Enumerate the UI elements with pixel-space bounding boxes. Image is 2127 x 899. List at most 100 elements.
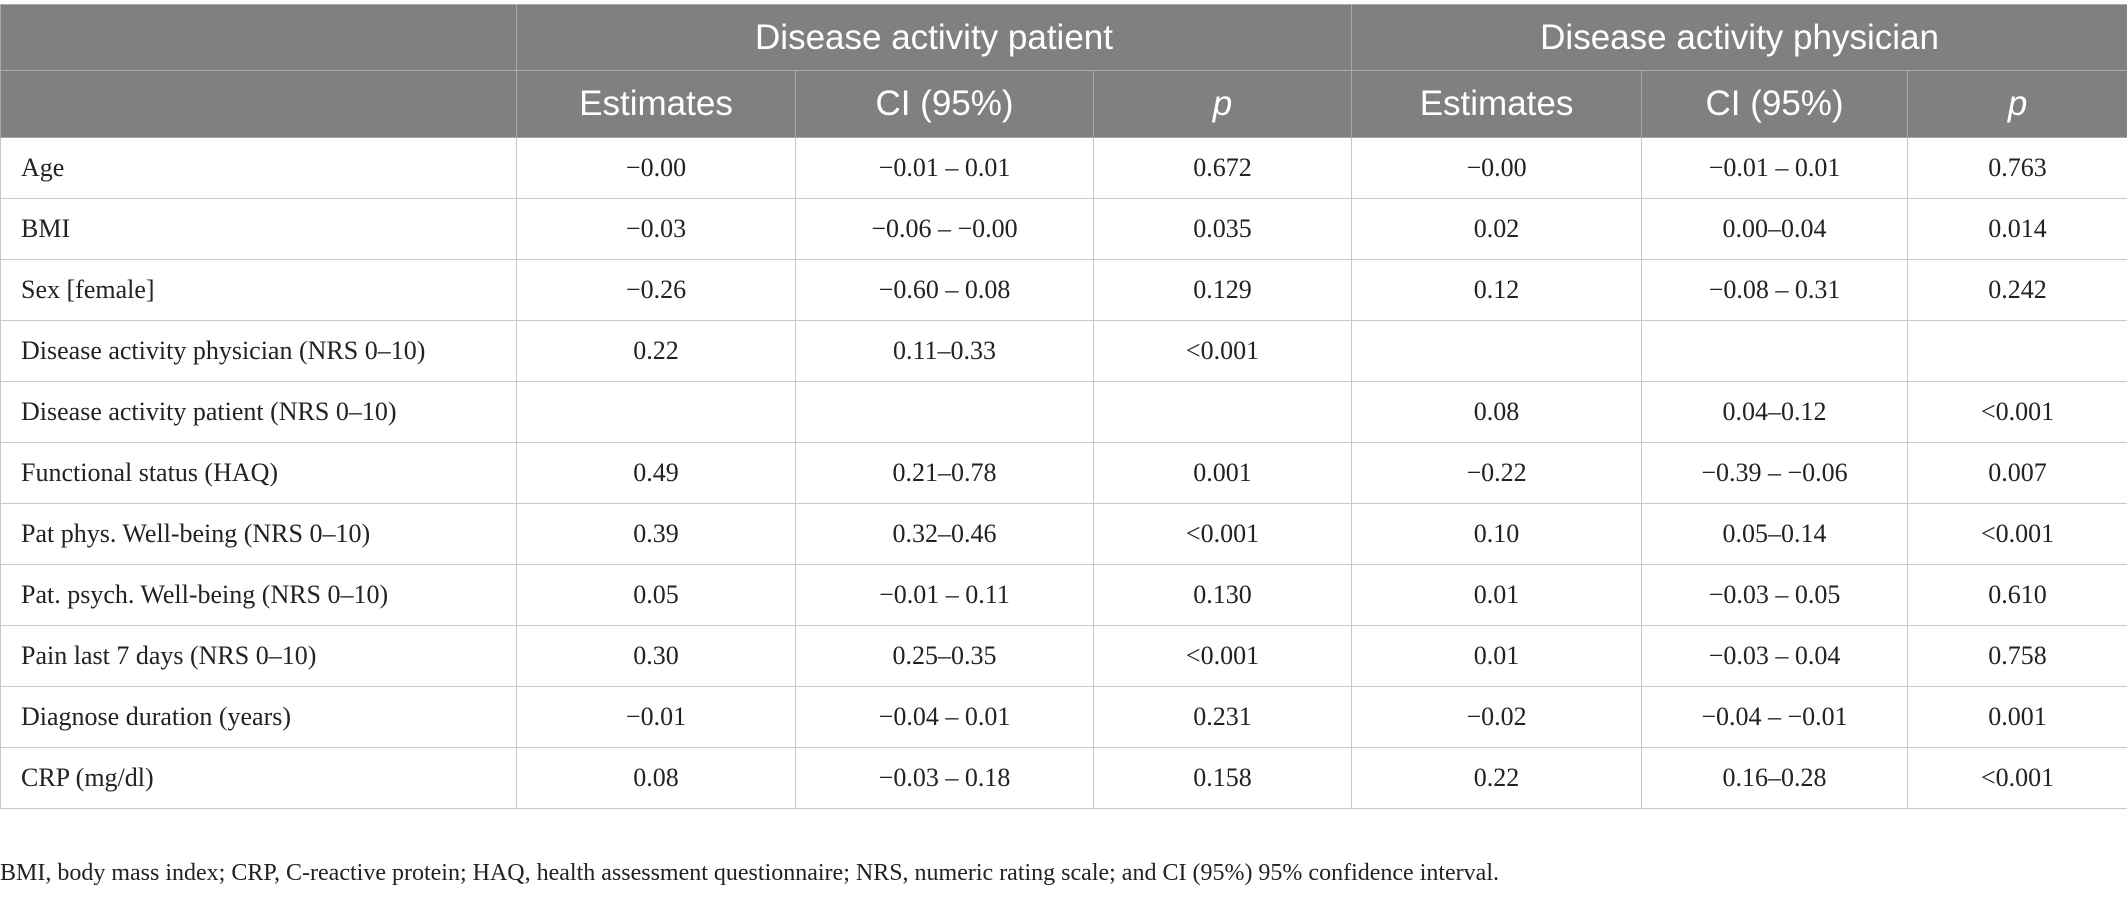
cell-estimate-patient: 0.49: [516, 442, 796, 504]
cell-ci-patient: −0.60 – 0.08: [795, 259, 1094, 321]
column-header-row: Estimates CI (95%) p Estimates CI (95%) …: [0, 70, 2127, 138]
cell-p-physician: <0.001: [1907, 503, 2127, 565]
cell-estimate-physician: [1351, 320, 1643, 382]
table-row: CRP (mg/dl) 0.08 −0.03 – 0.18 0.158 0.22 0.16…: [0, 747, 2127, 809]
column-header-ci-physician: CI (95%): [1641, 70, 1909, 138]
cell-estimate-physician: −0.22: [1351, 442, 1643, 504]
row-label: Pat. psych. Well-being (NRS 0–10): [0, 564, 517, 626]
cell-estimate-patient: −0.26: [516, 259, 796, 321]
cell-ci-patient: −0.06 – −0.00: [795, 198, 1094, 260]
cell-estimate-physician: 0.12: [1351, 259, 1643, 321]
cell-ci-physician: 0.04–0.12: [1641, 381, 1909, 443]
cell-p-patient: 0.129: [1092, 259, 1353, 321]
cell-estimate-physician: −0.00: [1351, 137, 1643, 199]
table-row: BMI −0.03 −0.06 – −0.00 0.035 0.02 0.00–0.04 0…: [0, 198, 2127, 260]
cell-p-physician: 0.758: [1907, 625, 2127, 687]
cell-estimate-patient: 0.05: [516, 564, 796, 626]
row-label: Diagnose duration (years): [0, 686, 517, 748]
cell-p-patient: 0.130: [1092, 564, 1353, 626]
cell-ci-patient: 0.32–0.46: [795, 503, 1094, 565]
row-label: Disease activity patient (NRS 0–10): [0, 381, 517, 443]
cell-ci-physician: −0.03 – 0.04: [1641, 625, 1909, 687]
cell-ci-patient: [795, 381, 1094, 443]
table-row: Pain last 7 days (NRS 0–10) 0.30 0.25–0.35…: [0, 625, 2127, 687]
cell-estimate-physician: 0.08: [1351, 381, 1643, 443]
cell-estimate-patient: [516, 381, 796, 443]
cell-estimate-patient: 0.22: [516, 320, 796, 382]
column-header-estimates-physician: Estimates: [1351, 70, 1643, 138]
cell-p-patient: <0.001: [1092, 625, 1353, 687]
cell-p-patient: 0.231: [1092, 686, 1353, 748]
cell-ci-physician: −0.03 – 0.05: [1641, 564, 1909, 626]
row-label: BMI: [0, 198, 517, 260]
group-header-empty: [0, 4, 517, 71]
cell-estimate-physician: 0.10: [1351, 503, 1643, 565]
cell-estimate-patient: 0.39: [516, 503, 796, 565]
cell-p-patient: 0.001: [1092, 442, 1353, 504]
cell-p-patient: 0.035: [1092, 198, 1353, 260]
cell-estimate-patient: 0.30: [516, 625, 796, 687]
cell-estimate-patient: −0.01: [516, 686, 796, 748]
cell-p-physician: [1907, 320, 2127, 382]
table-body: Age −0.00 −0.01 – 0.01 0.672 −0.00 −0.01 – 0.…: [0, 137, 2127, 809]
group-header-patient: Disease activity patient: [515, 4, 1353, 71]
cell-p-patient: 0.672: [1092, 137, 1353, 199]
cell-ci-physician: [1641, 320, 1909, 382]
cell-p-patient: <0.001: [1092, 320, 1353, 382]
table-row: Pat phys. Well-being (NRS 0–10) 0.39 0.32–…: [0, 503, 2127, 565]
table-row: Age −0.00 −0.01 – 0.01 0.672 −0.00 −0.01 – 0.…: [0, 137, 2127, 199]
group-header-row: Disease activity patient Disease activit…: [0, 4, 2127, 71]
table-header: Disease activity patient Disease activit…: [0, 4, 2127, 138]
cell-p-physician: <0.001: [1907, 381, 2127, 443]
cell-p-physician: 0.610: [1907, 564, 2127, 626]
cell-estimate-patient: −0.00: [516, 137, 796, 199]
column-header-p-physician: p: [1907, 70, 2127, 138]
table-row: Disease activity physician (NRS 0–10) 0.2…: [0, 320, 2127, 382]
cell-p-physician: 0.242: [1907, 259, 2127, 321]
column-header-p-patient: p: [1092, 70, 1353, 138]
cell-ci-physician: 0.00–0.04: [1641, 198, 1909, 260]
cell-p-patient: <0.001: [1092, 503, 1353, 565]
cell-ci-patient: 0.11–0.33: [795, 320, 1094, 382]
cell-estimate-physician: 0.01: [1351, 625, 1643, 687]
cell-p-physician: <0.001: [1907, 747, 2127, 809]
regression-table-container: Disease activity patient Disease activit…: [0, 4, 2127, 809]
cell-estimate-patient: 0.08: [516, 747, 796, 809]
cell-estimate-physician: 0.22: [1351, 747, 1643, 809]
cell-ci-patient: −0.03 – 0.18: [795, 747, 1094, 809]
row-label: CRP (mg/dl): [0, 747, 517, 809]
table-row: Functional status (HAQ) 0.49 0.21–0.78 0.00…: [0, 442, 2127, 504]
row-label: Age: [0, 137, 517, 199]
regression-table: Disease activity patient Disease activit…: [0, 4, 2127, 809]
cell-estimate-patient: −0.03: [516, 198, 796, 260]
cell-p-physician: 0.763: [1907, 137, 2127, 199]
cell-ci-patient: −0.01 – 0.01: [795, 137, 1094, 199]
table-row: Sex [female] −0.26 −0.60 – 0.08 0.129 0.12 −0…: [0, 259, 2127, 321]
cell-ci-physician: 0.05–0.14: [1641, 503, 1909, 565]
table-row: Disease activity patient (NRS 0–10) 0.08 0…: [0, 381, 2127, 443]
cell-ci-patient: −0.04 – 0.01: [795, 686, 1094, 748]
cell-estimate-physician: 0.02: [1351, 198, 1643, 260]
row-label: Functional status (HAQ): [0, 442, 517, 504]
column-header-ci-patient: CI (95%): [795, 70, 1094, 138]
cell-ci-physician: −0.01 – 0.01: [1641, 137, 1909, 199]
cell-p-physician: 0.014: [1907, 198, 2127, 260]
row-label: Disease activity physician (NRS 0–10): [0, 320, 517, 382]
cell-ci-patient: −0.01 – 0.11: [795, 564, 1094, 626]
table-row: Diagnose duration (years) −0.01 −0.04 – 0.…: [0, 686, 2127, 748]
cell-p-physician: 0.001: [1907, 686, 2127, 748]
group-header-physician: Disease activity physician: [1351, 4, 2127, 71]
cell-ci-physician: −0.04 – −0.01: [1641, 686, 1909, 748]
row-label: Pain last 7 days (NRS 0–10): [0, 625, 517, 687]
cell-ci-patient: 0.21–0.78: [795, 442, 1094, 504]
cell-ci-physician: −0.39 – −0.06: [1641, 442, 1909, 504]
cell-ci-patient: 0.25–0.35: [795, 625, 1094, 687]
column-header-estimates-patient: Estimates: [516, 70, 796, 138]
cell-estimate-physician: −0.02: [1351, 686, 1643, 748]
row-label: Pat phys. Well-being (NRS 0–10): [0, 503, 517, 565]
row-label: Sex [female]: [0, 259, 517, 321]
cell-p-patient: 0.158: [1092, 747, 1353, 809]
column-header-label: [0, 70, 517, 138]
table-footnote: BMI, body mass index; CRP, C-reactive pr…: [0, 860, 1499, 886]
cell-p-patient: [1092, 381, 1353, 443]
